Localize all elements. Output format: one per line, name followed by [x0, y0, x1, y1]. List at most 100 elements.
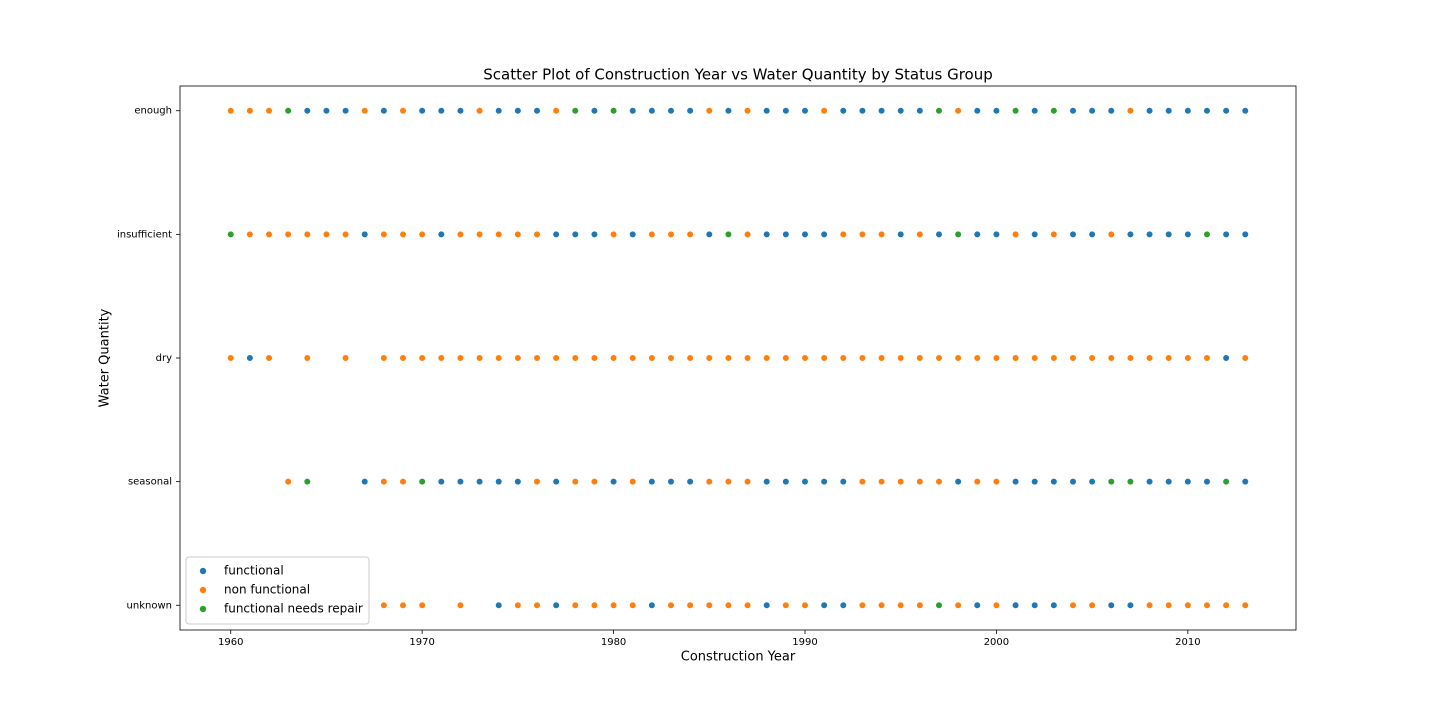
point	[227, 354, 235, 362]
point	[495, 230, 503, 238]
point	[475, 230, 484, 238]
point	[609, 478, 618, 486]
point	[1011, 354, 1020, 362]
point	[1050, 107, 1058, 115]
point	[839, 354, 847, 362]
point	[1165, 230, 1173, 238]
point	[839, 230, 847, 238]
point	[648, 230, 656, 238]
point	[916, 107, 924, 115]
point	[1222, 107, 1230, 115]
point	[1145, 601, 1154, 609]
point	[801, 478, 809, 486]
point	[782, 230, 790, 238]
point	[667, 107, 675, 115]
point	[686, 107, 694, 115]
point	[1107, 478, 1115, 486]
point	[801, 107, 809, 115]
point	[1107, 354, 1115, 362]
point	[341, 107, 350, 115]
point	[935, 478, 943, 486]
point	[514, 107, 522, 115]
point	[1241, 230, 1249, 238]
point	[801, 230, 809, 238]
point	[1145, 478, 1154, 486]
point	[897, 230, 905, 238]
point	[533, 107, 541, 115]
point	[686, 354, 694, 362]
point	[973, 354, 981, 362]
point	[858, 478, 867, 486]
point	[801, 601, 809, 609]
point	[514, 478, 522, 486]
point	[648, 107, 656, 115]
point	[763, 107, 771, 115]
point	[1165, 354, 1173, 362]
point	[973, 107, 981, 115]
point	[1011, 601, 1020, 609]
x-tick-label: 2010	[1175, 637, 1200, 648]
point	[361, 478, 369, 486]
point	[897, 107, 905, 115]
point	[1145, 230, 1154, 238]
y-tick-label: unknown	[127, 600, 172, 611]
point	[590, 478, 599, 486]
point	[322, 107, 331, 115]
point	[1222, 354, 1230, 362]
point	[399, 230, 407, 238]
point	[916, 478, 924, 486]
legend-marker	[199, 586, 207, 594]
point	[763, 354, 771, 362]
point	[1107, 107, 1115, 115]
point	[877, 354, 886, 362]
point	[858, 230, 867, 238]
point	[1126, 354, 1135, 362]
y-tick-label: insufficient	[117, 229, 172, 240]
point	[954, 478, 962, 486]
point	[743, 601, 752, 609]
point	[380, 354, 388, 362]
point	[1031, 478, 1039, 486]
point	[1145, 107, 1154, 115]
point	[1107, 601, 1115, 609]
point	[265, 354, 273, 362]
point	[820, 601, 828, 609]
point	[1031, 230, 1039, 238]
x-tick-label: 1960	[218, 637, 243, 648]
point	[227, 107, 235, 115]
point	[935, 601, 943, 609]
point	[820, 107, 828, 115]
point	[858, 107, 867, 115]
point	[648, 478, 656, 486]
point	[743, 478, 752, 486]
y-tick-label: dry	[156, 353, 172, 364]
point	[1050, 601, 1058, 609]
point	[322, 230, 331, 238]
point	[227, 230, 235, 238]
point	[1107, 230, 1115, 238]
point	[380, 230, 388, 238]
point	[533, 478, 541, 486]
point	[858, 354, 867, 362]
point	[1241, 354, 1249, 362]
x-axis-label: Construction Year	[681, 650, 796, 665]
point	[1165, 478, 1173, 486]
point	[495, 107, 503, 115]
point	[1222, 601, 1230, 609]
point	[1126, 478, 1135, 486]
point	[475, 478, 484, 486]
point	[820, 478, 828, 486]
point	[456, 230, 465, 238]
point	[1145, 354, 1154, 362]
point	[437, 478, 445, 486]
point	[743, 107, 752, 115]
point	[973, 230, 981, 238]
point	[629, 354, 637, 362]
point	[571, 107, 579, 115]
point	[246, 230, 254, 238]
legend-label: non functional	[224, 583, 310, 597]
point	[1088, 478, 1096, 486]
point	[1069, 601, 1077, 609]
point	[686, 230, 694, 238]
